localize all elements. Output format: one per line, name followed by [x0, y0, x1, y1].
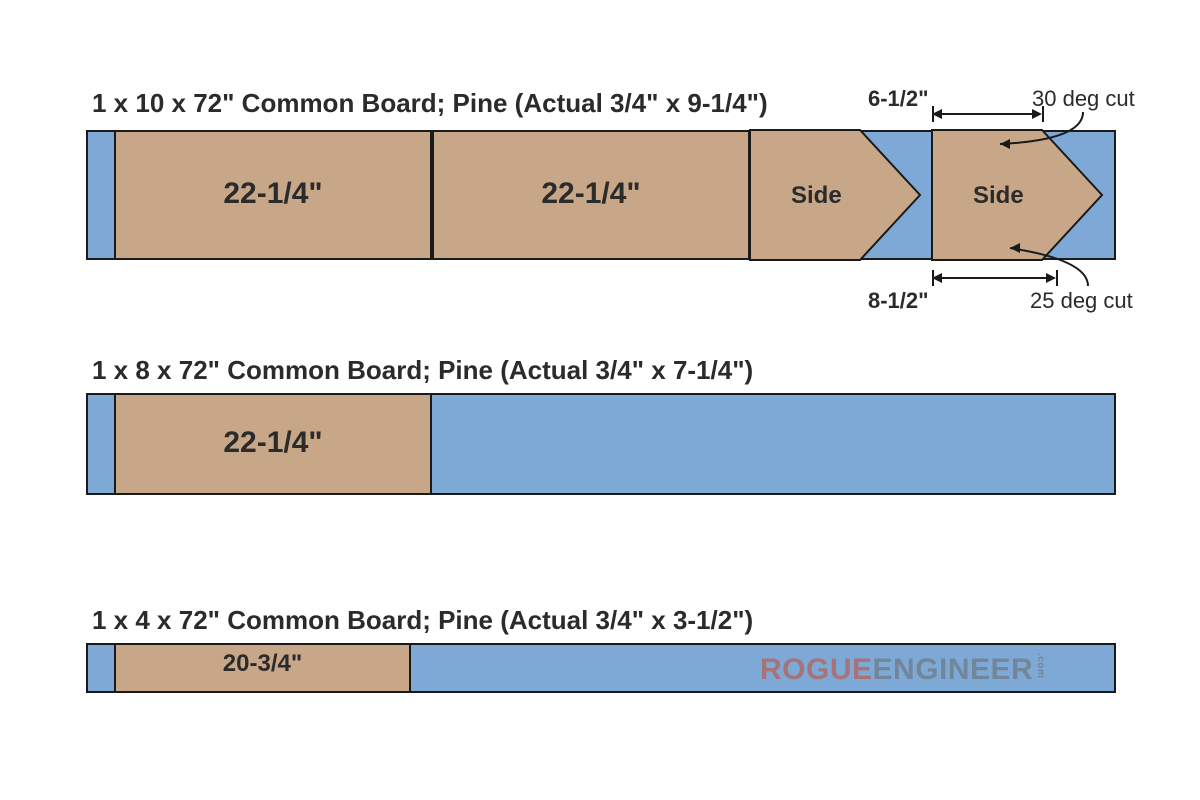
watermark-logo: ROGUEENGINEER.com: [760, 653, 1046, 687]
cut-piece: [114, 393, 432, 495]
board-title: 1 x 8 x 72" Common Board; Pine (Actual 3…: [92, 355, 753, 386]
cut-piece: [114, 643, 411, 693]
board-title: 1 x 4 x 72" Common Board; Pine (Actual 3…: [92, 605, 753, 636]
cut-diagram-canvas: 1 x 10 x 72" Common Board; Pine (Actual …: [0, 0, 1200, 800]
